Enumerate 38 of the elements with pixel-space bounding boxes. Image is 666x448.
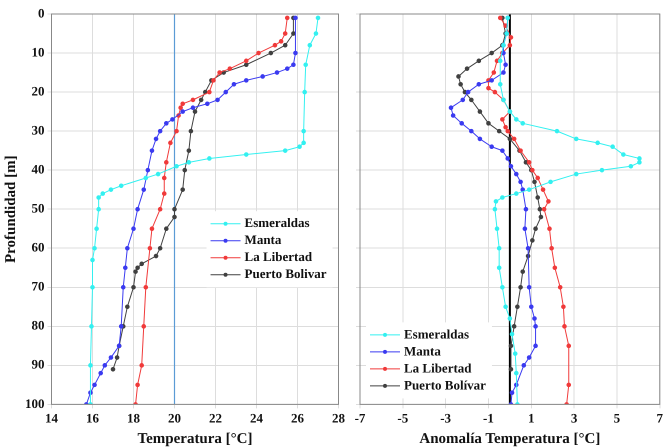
- y-axis-title: Profundidad [m]: [2, 155, 19, 264]
- legend-label: Manta: [244, 232, 282, 248]
- x-tick-label: -7: [354, 410, 366, 426]
- x-tick-label: 14: [45, 410, 58, 426]
- y-tick-label: 100: [25, 396, 44, 411]
- y-tick-label: 40: [32, 162, 44, 177]
- x-tick-label: 28: [332, 410, 346, 426]
- x-tick-label: 3: [570, 410, 578, 426]
- y-tick-label: 0: [38, 5, 44, 20]
- y-tick-label: 10: [32, 44, 44, 60]
- legend-label: Esmeraldas: [244, 215, 310, 230]
- x-tick-label: 24: [250, 410, 264, 426]
- y-tick-label: 90: [32, 356, 44, 372]
- legend-label: Puerto Bolívar: [404, 377, 486, 392]
- x-tick-label: -1: [483, 410, 494, 426]
- x-axis-title: Temperatura [°C]: [137, 430, 253, 447]
- x-tick-label: 1: [528, 410, 535, 426]
- y-tick-label: 20: [32, 83, 44, 98]
- legend-label: Puerto Bolivar: [244, 266, 327, 282]
- x-tick-label: 16: [86, 410, 100, 426]
- legend-label: Esmeraldas: [404, 326, 469, 342]
- legend-label: La Libertad: [404, 360, 472, 376]
- y-tick-label: 30: [32, 122, 44, 138]
- legend-label: Manta: [404, 343, 442, 358]
- x-tick-label: 5: [614, 410, 621, 426]
- x-tick-label: 20: [168, 410, 181, 426]
- x-tick-label: -5: [397, 410, 409, 426]
- legend-label: La Libertad: [244, 249, 313, 264]
- x-tick-label: 18: [127, 410, 140, 426]
- x-axis-title: Anomalía Temperatura [°C]: [419, 430, 600, 447]
- y-tick-label: 50: [32, 200, 44, 216]
- x-tick-label: 7: [656, 410, 664, 426]
- x-tick-label: 26: [291, 410, 304, 426]
- x-tick-label: 22: [209, 410, 222, 426]
- y-tick-label: 70: [32, 278, 44, 294]
- y-tick-label: 80: [32, 318, 44, 333]
- x-tick-label: -3: [440, 410, 452, 426]
- y-tick-label: 60: [32, 240, 44, 255]
